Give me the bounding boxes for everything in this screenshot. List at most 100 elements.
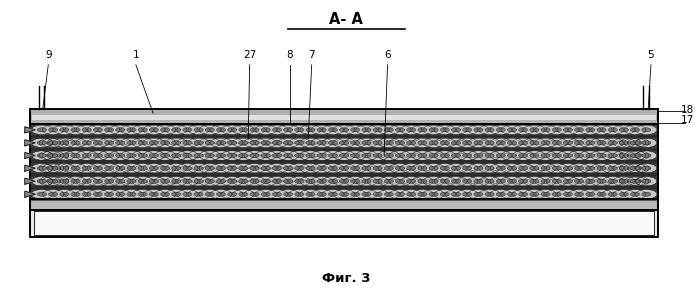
Circle shape [468, 151, 489, 160]
Circle shape [602, 177, 623, 186]
Circle shape [557, 151, 579, 160]
Circle shape [54, 163, 75, 173]
Circle shape [625, 179, 635, 183]
Circle shape [407, 166, 416, 170]
Circle shape [43, 177, 64, 186]
Circle shape [620, 138, 641, 148]
Circle shape [127, 128, 136, 132]
Circle shape [31, 125, 52, 135]
Circle shape [485, 141, 494, 145]
Circle shape [121, 125, 142, 135]
Circle shape [121, 163, 142, 173]
Circle shape [401, 163, 422, 173]
Circle shape [456, 138, 478, 148]
Circle shape [48, 128, 58, 132]
Circle shape [266, 177, 288, 186]
Circle shape [586, 166, 595, 170]
Circle shape [261, 179, 270, 183]
Circle shape [149, 192, 158, 196]
Circle shape [65, 163, 87, 173]
Circle shape [412, 151, 433, 160]
Circle shape [401, 189, 422, 199]
Circle shape [407, 179, 416, 183]
Circle shape [546, 163, 567, 173]
Circle shape [625, 166, 635, 170]
Circle shape [608, 153, 617, 158]
Circle shape [407, 153, 416, 158]
Circle shape [277, 125, 299, 135]
Circle shape [39, 138, 61, 148]
Circle shape [501, 138, 523, 148]
Circle shape [586, 179, 595, 183]
Circle shape [154, 138, 176, 148]
Circle shape [423, 125, 445, 135]
Circle shape [378, 125, 399, 135]
Bar [30, 125, 658, 135]
Circle shape [546, 189, 567, 199]
Circle shape [624, 189, 646, 199]
Circle shape [535, 138, 556, 148]
Circle shape [322, 177, 343, 186]
Circle shape [389, 177, 410, 186]
Circle shape [401, 125, 422, 135]
Polygon shape [25, 140, 35, 146]
Circle shape [232, 177, 254, 186]
Circle shape [452, 166, 461, 170]
Circle shape [496, 166, 505, 170]
Circle shape [384, 128, 394, 132]
Circle shape [311, 151, 332, 160]
Circle shape [154, 125, 176, 135]
Circle shape [445, 125, 467, 135]
Circle shape [373, 166, 383, 170]
Circle shape [468, 177, 489, 186]
Circle shape [362, 192, 371, 196]
Circle shape [317, 179, 327, 183]
Circle shape [445, 189, 467, 199]
Circle shape [389, 125, 410, 135]
Circle shape [199, 151, 221, 160]
Circle shape [87, 177, 109, 186]
Circle shape [194, 153, 203, 158]
Circle shape [619, 141, 628, 145]
Circle shape [71, 128, 80, 132]
Circle shape [625, 153, 635, 158]
Circle shape [367, 138, 388, 148]
Circle shape [524, 177, 545, 186]
Circle shape [98, 125, 120, 135]
Circle shape [244, 125, 265, 135]
Circle shape [440, 179, 450, 183]
Circle shape [339, 128, 349, 132]
Circle shape [110, 151, 131, 160]
Circle shape [636, 163, 657, 173]
Circle shape [378, 189, 399, 199]
Circle shape [362, 141, 371, 145]
Circle shape [641, 141, 651, 145]
Circle shape [512, 163, 534, 173]
Circle shape [60, 141, 69, 145]
Circle shape [177, 138, 198, 148]
Circle shape [261, 192, 270, 196]
Circle shape [624, 163, 646, 173]
Circle shape [496, 141, 505, 145]
Circle shape [161, 192, 170, 196]
Circle shape [221, 189, 243, 199]
Circle shape [535, 151, 556, 160]
Circle shape [434, 151, 456, 160]
Circle shape [210, 189, 232, 199]
Circle shape [641, 166, 651, 170]
Circle shape [149, 141, 158, 145]
Circle shape [456, 163, 478, 173]
Circle shape [31, 177, 52, 186]
Circle shape [149, 179, 158, 183]
Circle shape [579, 125, 601, 135]
Circle shape [434, 138, 456, 148]
Circle shape [283, 179, 292, 183]
Circle shape [412, 189, 433, 199]
Circle shape [94, 153, 103, 158]
Circle shape [345, 151, 366, 160]
Circle shape [71, 153, 80, 158]
Circle shape [434, 177, 456, 186]
Circle shape [127, 179, 136, 183]
Circle shape [395, 192, 405, 196]
Circle shape [568, 125, 590, 135]
